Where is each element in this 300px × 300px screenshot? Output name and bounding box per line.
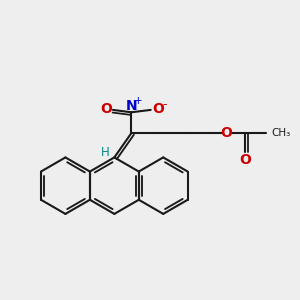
Text: O: O	[220, 126, 232, 140]
Text: N: N	[126, 99, 138, 113]
Text: O: O	[239, 152, 251, 167]
Text: O: O	[152, 102, 164, 116]
Text: H: H	[101, 146, 110, 160]
Text: -: -	[163, 98, 167, 111]
Text: +: +	[134, 96, 142, 106]
Text: CH₃: CH₃	[272, 128, 291, 138]
Text: O: O	[100, 102, 112, 116]
